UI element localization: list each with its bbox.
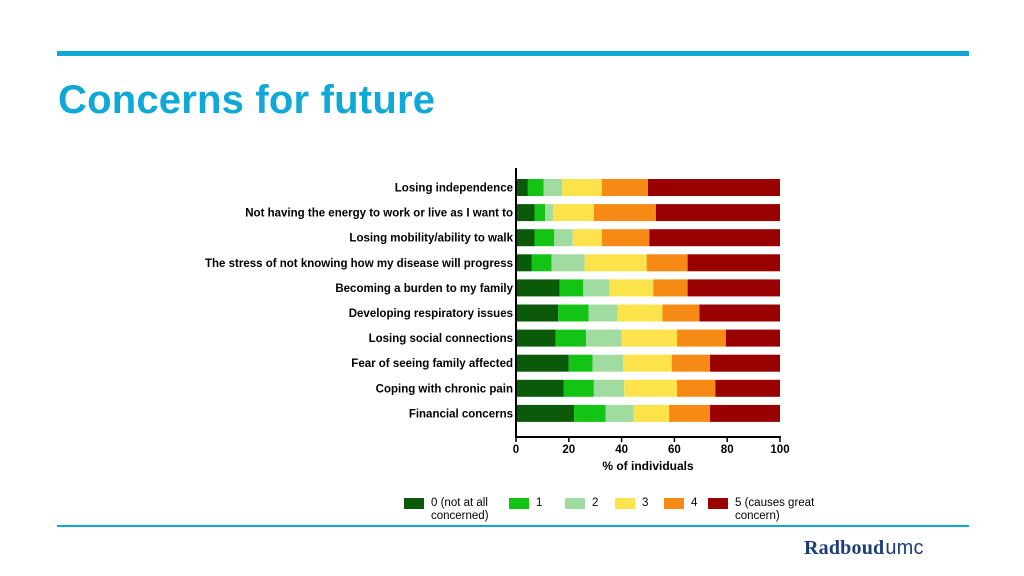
bar-segment [516, 229, 535, 247]
bar-segment [516, 254, 532, 272]
logo-primary: Radboud [804, 537, 885, 559]
bar-segment [617, 304, 663, 322]
radboudumc-logo: Radboudumc [804, 537, 924, 560]
legend-swatch [615, 498, 635, 509]
category-label: Not having the energy to work or live as… [245, 208, 513, 220]
bar-segment [649, 229, 780, 247]
bar-segment [648, 179, 780, 196]
bar-segment [725, 329, 780, 347]
x-tick-label: 60 [668, 444, 681, 456]
bar-segment [593, 204, 656, 222]
bar-segment [605, 404, 634, 422]
header-rule [57, 51, 969, 56]
legend-label: 4 [691, 497, 698, 509]
bar-segment [601, 229, 650, 247]
bar-segment [646, 254, 688, 272]
bar-segment [677, 379, 716, 397]
bar-segment [534, 229, 555, 247]
category-label: Losing independence [395, 183, 513, 195]
bar-segment [655, 204, 780, 222]
bar-segment [516, 404, 575, 422]
bar-segment [669, 404, 711, 422]
bar-segment [592, 354, 623, 372]
bar-segment [653, 279, 688, 297]
x-tick-label: 80 [721, 444, 734, 456]
bar-segment [572, 229, 602, 247]
bar-segment [516, 379, 564, 397]
bar-segment [622, 354, 672, 372]
bar-segment [584, 254, 647, 272]
legend-label: 3 [642, 497, 648, 509]
bar-segment [710, 354, 780, 372]
bar-segment [516, 204, 535, 222]
legend-label: 2 [592, 497, 598, 509]
bar-segment [662, 304, 700, 322]
bar-segment [563, 379, 594, 397]
bar-segment [621, 329, 678, 347]
bar-segment [624, 379, 678, 397]
slide-title: Concerns for future [58, 78, 436, 122]
bar-segment [677, 329, 726, 347]
legend-swatch [565, 498, 585, 509]
footer-rule [57, 525, 969, 527]
category-label: Fear of seeing family affected [351, 358, 513, 370]
x-tick-label: 100 [770, 444, 789, 456]
bar-segment [555, 329, 586, 347]
bar-segment [543, 179, 563, 196]
x-axis-title: % of individuals [602, 459, 694, 473]
bar-segment [516, 354, 569, 372]
x-tick-label: 40 [615, 444, 628, 456]
bar-segment [633, 404, 670, 422]
bar-segment [545, 204, 553, 222]
bar-segment [516, 329, 556, 347]
bar-segment [554, 229, 573, 247]
category-label: Developing respiratory issues [349, 308, 513, 320]
bar-segment [559, 279, 584, 297]
bar-segment [687, 279, 780, 297]
bar-segment [585, 329, 622, 347]
bar-segment [568, 354, 593, 372]
bar-segment [583, 279, 610, 297]
legend-label: concerned) [431, 510, 489, 522]
logo-secondary: umc [885, 537, 924, 559]
bar-segment [516, 279, 560, 297]
legend-swatch [664, 498, 684, 509]
bar-segment [551, 254, 585, 272]
bar-segment [534, 204, 546, 222]
category-label: The stress of not knowing how my disease… [205, 258, 513, 270]
category-label: Losing social connections [369, 333, 513, 345]
bar-segment [531, 254, 552, 272]
bar-segment [593, 379, 625, 397]
legend-swatch [404, 498, 424, 509]
x-tick-label: 0 [513, 444, 519, 456]
bar-segment [552, 204, 594, 222]
bar-segment [588, 304, 618, 322]
category-label: Financial concerns [409, 408, 513, 420]
bar-segment [710, 404, 780, 422]
category-label: Coping with chronic pain [376, 383, 513, 395]
bar-segment [516, 179, 528, 196]
bar-segment [687, 254, 780, 272]
bar-segment [558, 304, 589, 322]
category-label: Losing mobility/ability to walk [349, 233, 513, 245]
legend-label: 5 (causes great [735, 497, 815, 509]
legend-label: 1 [536, 497, 542, 509]
bar-segment [574, 404, 606, 422]
bar-segment [516, 304, 559, 322]
bar-segment [527, 179, 544, 196]
bar-segment [699, 304, 780, 322]
category-label: Becoming a burden to my family [335, 283, 513, 295]
bar-segment [715, 379, 780, 397]
legend-swatch [509, 498, 529, 509]
legend-label: concern) [735, 510, 780, 522]
legend-swatch [708, 498, 728, 509]
x-tick-label: 20 [562, 444, 575, 456]
bar-segment [609, 279, 654, 297]
bar-segment [671, 354, 711, 372]
bar-segment [562, 179, 602, 196]
bar-segment [601, 179, 648, 196]
legend-label: 0 (not at all [431, 497, 488, 509]
